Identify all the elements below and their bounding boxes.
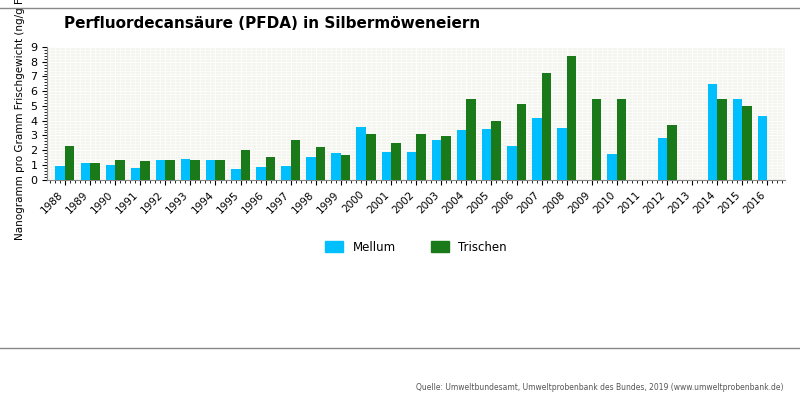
Bar (733, 99, 742, 180)
Bar (256, 167, 266, 180)
Legend: Mellum, Trischen: Mellum, Trischen (321, 236, 512, 258)
Bar (708, 84, 718, 180)
Bar (491, 121, 501, 180)
Bar (617, 98, 626, 180)
Bar (718, 98, 726, 180)
Bar (341, 155, 350, 180)
Bar (181, 159, 190, 180)
Bar (592, 98, 602, 180)
Bar (566, 56, 576, 180)
Bar (658, 138, 667, 180)
Y-axis label: Nanogramm pro Gramm Frischgewicht (ng/g FG): Nanogramm pro Gramm Frischgewicht (ng/g … (15, 0, 25, 240)
Bar (166, 160, 175, 180)
Bar (266, 157, 275, 180)
Bar (106, 165, 115, 180)
Bar (81, 164, 90, 180)
Bar (557, 128, 566, 180)
Bar (215, 160, 225, 180)
Bar (482, 129, 491, 180)
Bar (130, 168, 140, 180)
Bar (241, 150, 250, 180)
Bar (391, 143, 401, 180)
Bar (55, 166, 65, 180)
Bar (357, 126, 366, 180)
Bar (457, 130, 466, 180)
Bar (306, 157, 316, 180)
Text: Perfluordecansäure (PFDA) in Silbermöweneiern: Perfluordecansäure (PFDA) in Silbermöwen… (64, 16, 480, 31)
Bar (65, 146, 74, 180)
Bar (206, 160, 215, 180)
Bar (758, 116, 767, 180)
Bar (190, 160, 200, 180)
Bar (382, 152, 391, 180)
Bar (667, 125, 677, 180)
Bar (406, 152, 416, 180)
Bar (442, 136, 451, 180)
Bar (607, 154, 617, 180)
Bar (532, 118, 542, 180)
Bar (140, 161, 150, 180)
Bar (466, 99, 476, 180)
Bar (156, 160, 166, 180)
Bar (290, 140, 300, 180)
Bar (90, 164, 99, 180)
Bar (115, 160, 125, 180)
Bar (432, 140, 442, 180)
Bar (316, 147, 326, 180)
Bar (517, 104, 526, 180)
Bar (416, 134, 426, 180)
Bar (542, 73, 551, 180)
Bar (366, 134, 375, 180)
Bar (231, 168, 241, 180)
Bar (742, 106, 752, 180)
Bar (282, 166, 290, 180)
Bar (331, 153, 341, 180)
Text: Quelle: Umweltbundesamt, Umweltprobenbank des Bundes, 2019 (www.umweltprobenbank: Quelle: Umweltbundesamt, Umweltprobenban… (417, 383, 784, 392)
Bar (507, 146, 517, 180)
